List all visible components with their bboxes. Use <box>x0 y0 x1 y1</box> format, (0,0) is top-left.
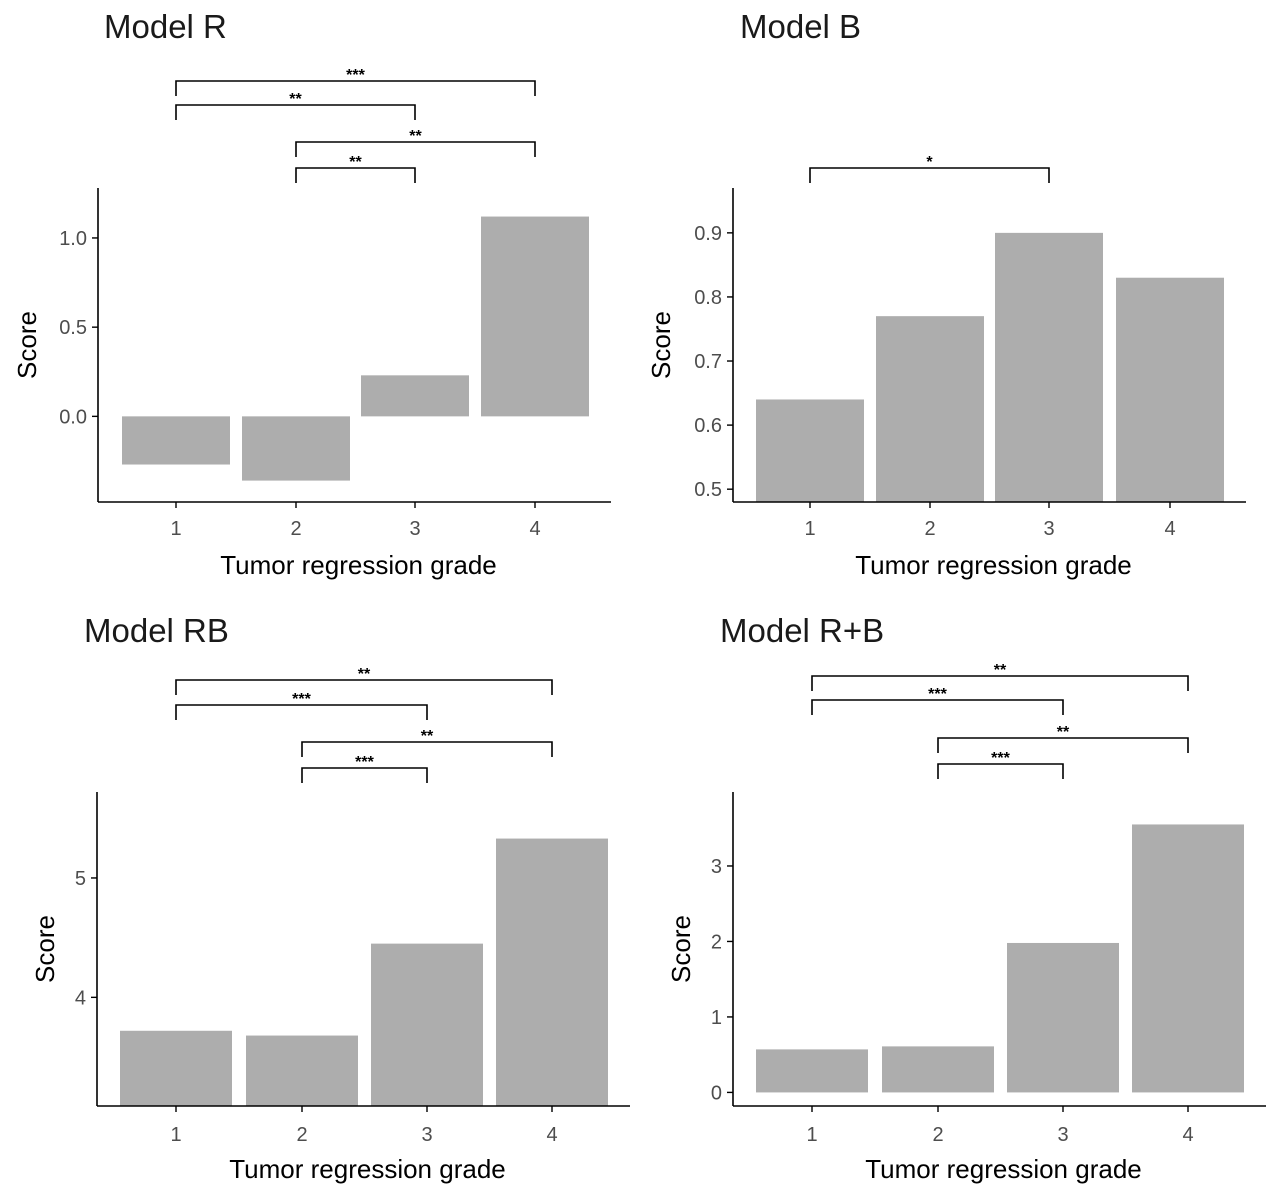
significance-label: *** <box>292 691 311 708</box>
x-axis-label: Tumor regression grade <box>865 1154 1142 1184</box>
x-tick-label: 1 <box>806 1124 817 1146</box>
chart-title: Model R+B <box>720 612 884 649</box>
x-tick-label: 4 <box>529 518 540 540</box>
significance-label: *** <box>991 750 1010 767</box>
x-tick-label: 1 <box>804 518 815 540</box>
significance-bracket <box>175 80 536 96</box>
significance-label: ** <box>421 728 434 745</box>
chart-title: Model RB <box>84 612 229 649</box>
bar-grade-2 <box>876 316 984 502</box>
significance-label: * <box>926 154 933 171</box>
y-tick-label: 0.5 <box>59 317 87 339</box>
significance-bracket <box>809 167 1050 183</box>
y-tick-label: 3 <box>711 856 722 878</box>
significance-label: ** <box>994 662 1007 679</box>
significance-bracket <box>811 699 1064 715</box>
x-axis-label: Tumor regression grade <box>220 550 497 580</box>
x-tick-label: 4 <box>1164 518 1175 540</box>
significance-label: *** <box>355 754 374 771</box>
x-tick-label: 3 <box>409 518 420 540</box>
y-tick-label: 0.5 <box>694 479 722 501</box>
y-tick-label: 2 <box>711 931 722 953</box>
bar-grade-2 <box>242 416 350 481</box>
bar-grade-1 <box>756 399 864 502</box>
y-tick-label: 1.0 <box>59 228 87 250</box>
significance-bracket <box>175 679 553 695</box>
significance-label: ** <box>409 128 422 145</box>
x-tick-label: 4 <box>546 1124 557 1146</box>
x-tick-label: 3 <box>421 1124 432 1146</box>
significance-label: ** <box>358 666 371 683</box>
x-tick-label: 1 <box>170 518 181 540</box>
y-tick-label: 0.0 <box>59 406 87 428</box>
x-tick-label: 2 <box>296 1124 307 1146</box>
x-tick-label: 2 <box>290 518 301 540</box>
bar-grade-3 <box>361 375 469 417</box>
significance-label: *** <box>928 686 947 703</box>
y-axis-label: Score <box>646 311 676 379</box>
significance-bracket <box>295 167 416 183</box>
significance-label: *** <box>346 67 365 84</box>
bar-grade-2 <box>246 1035 358 1106</box>
significance-label: ** <box>349 154 362 171</box>
x-tick-label: 4 <box>1182 1124 1193 1146</box>
significance-bracket <box>175 104 416 120</box>
significance-bracket <box>175 704 428 720</box>
x-tick-label: 3 <box>1057 1124 1068 1146</box>
significance-bracket <box>937 737 1189 753</box>
y-tick-label: 0.9 <box>694 223 722 245</box>
chart-title: Model B <box>740 8 861 45</box>
x-tick-label: 2 <box>932 1124 943 1146</box>
y-tick-label: 0.8 <box>694 287 722 309</box>
significance-bracket <box>937 763 1064 779</box>
y-tick-label: 1 <box>711 1007 722 1029</box>
bar-grade-4 <box>1116 277 1224 502</box>
y-tick-label: 0.7 <box>694 351 722 373</box>
bar-grade-4 <box>1132 824 1244 1093</box>
y-axis-label: Score <box>666 915 696 983</box>
x-tick-label: 3 <box>1043 518 1054 540</box>
bar-grade-3 <box>995 232 1103 502</box>
bar-grade-1 <box>756 1049 868 1093</box>
y-tick-label: 0 <box>711 1082 722 1104</box>
significance-label: ** <box>289 91 302 108</box>
x-tick-label: 1 <box>170 1124 181 1146</box>
bar-grade-4 <box>496 838 608 1106</box>
significance-bracket <box>295 141 536 157</box>
significance-label: ** <box>1057 724 1070 741</box>
bar-grade-4 <box>481 216 589 417</box>
y-axis-label: Score <box>30 915 60 983</box>
y-tick-label: 4 <box>75 987 86 1009</box>
bar-grade-2 <box>882 1046 994 1093</box>
y-axis-label: Score <box>12 311 42 379</box>
significance-bracket <box>301 767 428 783</box>
bar-grade-1 <box>120 1030 232 1106</box>
chart-title: Model R <box>104 8 227 45</box>
bar-grade-3 <box>371 943 483 1106</box>
bar-grade-1 <box>122 416 230 465</box>
y-tick-label: 0.6 <box>694 415 722 437</box>
bar-grade-3 <box>1007 942 1119 1093</box>
x-tick-label: 2 <box>924 518 935 540</box>
significance-bracket <box>811 675 1189 691</box>
significance-bracket <box>301 741 553 757</box>
x-axis-label: Tumor regression grade <box>229 1154 506 1184</box>
x-axis-label: Tumor regression grade <box>855 550 1132 580</box>
y-tick-label: 5 <box>75 868 86 890</box>
